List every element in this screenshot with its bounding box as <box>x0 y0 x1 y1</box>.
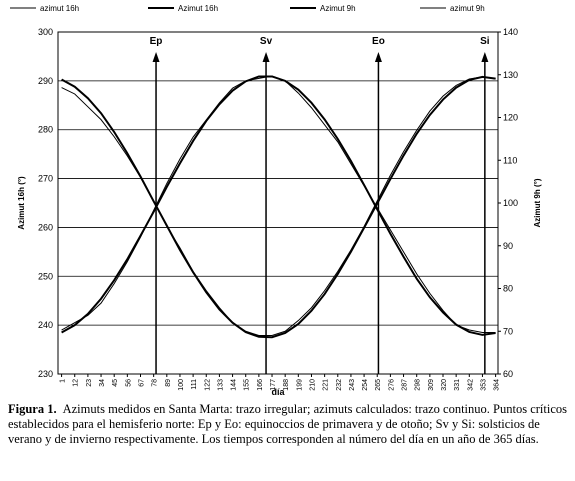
x-tick-label: 188 <box>283 379 290 391</box>
annotation-label: Si <box>480 36 490 47</box>
arrow-head <box>262 52 270 62</box>
x-tick-label: 111 <box>191 379 198 390</box>
y2-tick-label: 130 <box>503 70 518 80</box>
x-tick-label: 309 <box>428 379 435 391</box>
x-tick-label: 23 <box>86 379 93 387</box>
annotation-label: Eo <box>372 36 385 47</box>
x-tick-label: 342 <box>467 379 474 391</box>
x-tick-label: 243 <box>349 379 356 391</box>
caption: Figura 1. Azimuts medidos en Santa Marta:… <box>8 402 568 447</box>
x-tick-label: 56 <box>125 379 132 387</box>
x-tick-label: 155 <box>244 379 251 391</box>
arrow-head <box>152 52 160 62</box>
x-tick-label: 199 <box>296 379 303 391</box>
legend-label: azimut 9h <box>450 4 485 13</box>
x-tick-label: 133 <box>217 379 224 391</box>
y2-tick-label: 110 <box>503 155 517 165</box>
y-tick-label: 230 <box>38 369 53 379</box>
annotation-label: Sv <box>260 36 273 47</box>
x-axis-label: día <box>271 387 285 397</box>
y2-tick-label: 80 <box>503 284 513 294</box>
caption-label: Figura 1. <box>8 402 57 416</box>
x-tick-label: 89 <box>165 379 172 387</box>
y-tick-label: 300 <box>38 27 53 37</box>
y-axis-label: Azimut 16h (°) <box>17 176 26 230</box>
chart: día Azimut 16h (°) Azimut 9h (°) 230 240 2… <box>10 4 542 397</box>
x-tick-label: 221 <box>323 379 330 391</box>
legend-label: Azimut 16h <box>178 4 218 13</box>
x-tick-label: 100 <box>178 379 185 391</box>
x-tick-label: 320 <box>441 379 448 391</box>
y-tick-label: 260 <box>38 222 53 232</box>
arrow-head <box>481 52 489 62</box>
x-tick-label: 12 <box>73 379 80 387</box>
x-tick-label: 67 <box>139 379 146 387</box>
series-line <box>61 75 496 336</box>
y-tick-label: 290 <box>38 76 53 86</box>
x-tick-label: 34 <box>99 379 106 387</box>
x-tick-label: 265 <box>375 379 382 391</box>
x-tick-label: 210 <box>309 379 316 391</box>
y2-tick-label: 100 <box>503 198 518 208</box>
x-tick-label: 144 <box>231 379 238 391</box>
arrow-head <box>374 52 382 62</box>
y2-tick-label: 140 <box>503 27 518 37</box>
x-tick-label: 364 <box>494 379 501 391</box>
y2-tick-label: 60 <box>503 369 513 379</box>
y2-tick-label: 90 <box>503 241 513 251</box>
plot-border <box>57 31 499 375</box>
x-tick-label: 232 <box>336 379 343 391</box>
x-tick-label: 122 <box>204 379 211 391</box>
caption-text: Azimuts medidos en Santa Marta: trazo ir… <box>8 402 567 446</box>
x-tick-label: 331 <box>454 379 461 391</box>
legend-label: azimut 16h <box>40 4 79 13</box>
y-tick-label: 240 <box>38 320 53 330</box>
x-tick-label: 353 <box>480 379 487 391</box>
x-tick-label: 166 <box>257 379 264 391</box>
x-tick-label: 287 <box>402 379 409 391</box>
annotation-label: Ep <box>150 36 163 47</box>
x-tick-label: 254 <box>362 379 369 391</box>
legend-label: Azimut 9h <box>320 4 356 13</box>
y2-axis-label: Azimut 9h (°) <box>533 178 542 227</box>
series-line <box>61 75 496 339</box>
x-tick-label: 298 <box>415 379 422 391</box>
x-tick-label: 45 <box>112 379 119 387</box>
x-tick-label: 1 <box>60 379 67 383</box>
y-tick-label: 250 <box>38 271 53 281</box>
x-tick-label: 78 <box>152 379 159 387</box>
series-line <box>61 76 496 337</box>
y2-tick-label: 70 <box>503 326 513 336</box>
y2-tick-label: 120 <box>503 113 518 123</box>
x-tick-label: 177 <box>270 379 277 391</box>
x-tick-label: 276 <box>388 379 395 391</box>
y-tick-label: 270 <box>38 174 53 184</box>
y-tick-label: 280 <box>38 125 53 135</box>
